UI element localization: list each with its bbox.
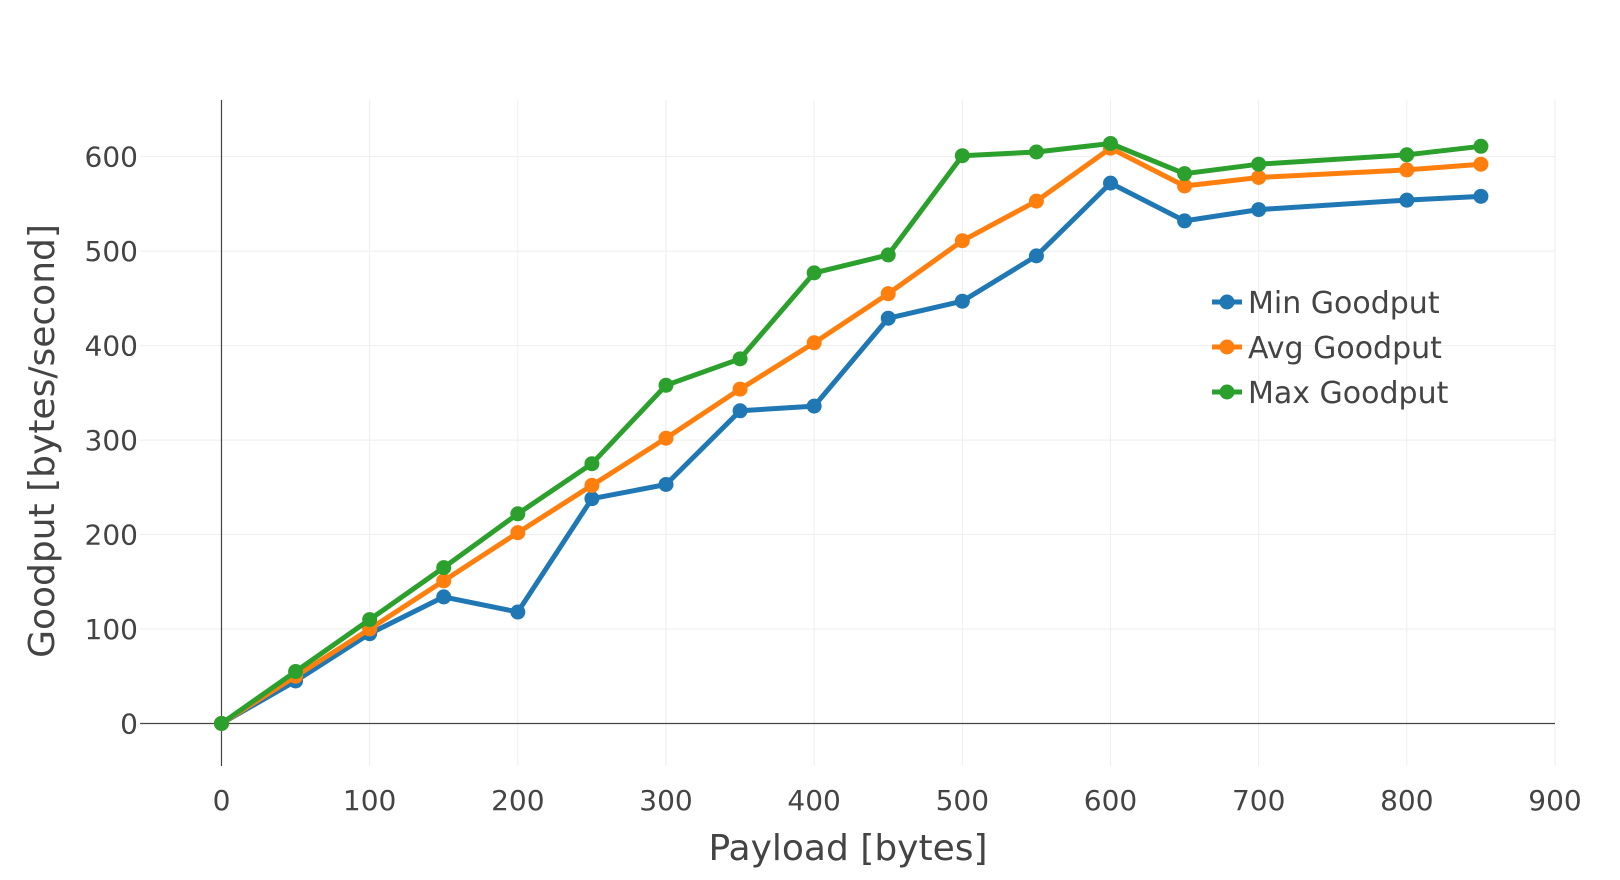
data-point-max-goodput[interactable] — [1102, 135, 1118, 151]
y-tick-label: 200 — [85, 519, 138, 552]
data-point-min-goodput[interactable] — [732, 403, 748, 419]
data-point-min-goodput[interactable] — [1251, 202, 1267, 218]
legend-item-max-goodput[interactable]: Max Goodput — [1212, 376, 1449, 411]
data-point-min-goodput[interactable] — [806, 398, 822, 414]
x-tick-label: 300 — [639, 784, 692, 817]
data-point-max-goodput[interactable] — [362, 612, 378, 628]
legend-swatch-marker — [1219, 339, 1235, 355]
data-point-avg-goodput[interactable] — [1028, 193, 1044, 209]
data-point-avg-goodput[interactable] — [584, 477, 600, 493]
y-tick-label: 400 — [85, 330, 138, 363]
legend-label: Max Goodput — [1248, 376, 1449, 411]
data-point-avg-goodput[interactable] — [1251, 169, 1267, 185]
data-point-max-goodput[interactable] — [1177, 166, 1193, 182]
data-point-avg-goodput[interactable] — [732, 381, 748, 397]
data-point-avg-goodput[interactable] — [954, 233, 970, 249]
data-point-max-goodput[interactable] — [436, 560, 452, 576]
legend-label: Avg Goodput — [1248, 331, 1442, 366]
series-line-avg-goodput — [219, 145, 1484, 726]
tick-labels: 0 100 200 300 400 500 600 700 800 900 0 100 200 300 40… — [85, 141, 1582, 817]
data-point-max-goodput[interactable] — [1251, 156, 1267, 172]
x-tick-label: 800 — [1380, 784, 1433, 817]
data-point-min-goodput[interactable] — [1102, 175, 1118, 191]
y-tick-label: 0 — [120, 707, 138, 740]
legend[interactable]: Min Goodput Avg Goodput Max Goodput — [1212, 286, 1449, 411]
series-max-goodput — [213, 135, 1489, 731]
y-tick-label: 100 — [85, 613, 138, 646]
y-tick-label: 600 — [85, 141, 138, 174]
data-point-max-goodput[interactable] — [584, 456, 600, 472]
data-point-max-goodput[interactable] — [732, 351, 748, 367]
grid-layer — [140, 100, 1556, 766]
data-point-max-goodput[interactable] — [1028, 144, 1044, 160]
data-point-min-goodput[interactable] — [1177, 213, 1193, 229]
data-point-min-goodput[interactable] — [510, 604, 526, 620]
data-point-avg-goodput[interactable] — [1177, 178, 1193, 194]
data-point-avg-goodput[interactable] — [658, 430, 674, 446]
series-avg-goodput — [213, 140, 1489, 731]
data-point-max-goodput[interactable] — [510, 506, 526, 522]
data-point-avg-goodput[interactable] — [880, 286, 896, 302]
data-point-min-goodput[interactable] — [880, 310, 896, 326]
x-tick-label: 0 — [213, 784, 231, 817]
x-tick-label: 500 — [936, 784, 989, 817]
data-point-avg-goodput[interactable] — [806, 335, 822, 351]
legend-swatch-marker — [1219, 384, 1235, 400]
data-point-max-goodput[interactable] — [288, 664, 304, 680]
data-point-max-goodput[interactable] — [213, 715, 229, 731]
x-tick-label: 600 — [1084, 784, 1137, 817]
series-min-goodput — [213, 175, 1489, 731]
data-point-min-goodput[interactable] — [584, 491, 600, 507]
legend-label: Min Goodput — [1248, 286, 1440, 321]
data-point-min-goodput[interactable] — [1028, 248, 1044, 264]
y-tick-label: 500 — [85, 235, 138, 268]
data-point-max-goodput[interactable] — [954, 148, 970, 164]
x-tick-label: 100 — [343, 784, 396, 817]
data-point-min-goodput[interactable] — [954, 293, 970, 309]
legend-item-min-goodput[interactable]: Min Goodput — [1212, 286, 1440, 321]
data-point-max-goodput[interactable] — [806, 265, 822, 281]
data-point-avg-goodput[interactable] — [510, 525, 526, 541]
legend-item-avg-goodput[interactable]: Avg Goodput — [1212, 331, 1442, 366]
legend-swatch-marker — [1219, 294, 1235, 310]
axes-layer — [140, 100, 1555, 766]
x-tick-label: 700 — [1232, 784, 1285, 817]
data-point-max-goodput[interactable] — [880, 247, 896, 263]
x-axis-title: Payload [bytes] — [708, 828, 987, 869]
y-axis-title: Goodput [bytes/second] — [22, 224, 63, 658]
x-tick-label: 900 — [1528, 784, 1581, 817]
data-point-avg-goodput[interactable] — [1473, 156, 1489, 172]
data-point-min-goodput[interactable] — [436, 589, 452, 605]
data-point-min-goodput[interactable] — [1399, 192, 1415, 208]
x-tick-label: 400 — [787, 784, 840, 817]
data-point-avg-goodput[interactable] — [1399, 162, 1415, 178]
y-tick-label: 300 — [85, 424, 138, 457]
data-point-min-goodput[interactable] — [1473, 188, 1489, 204]
data-point-max-goodput[interactable] — [658, 377, 674, 393]
x-tick-label: 200 — [491, 784, 544, 817]
data-point-max-goodput[interactable] — [1399, 147, 1415, 163]
series-line-max-goodput — [219, 141, 1484, 726]
data-point-avg-goodput[interactable] — [436, 573, 452, 589]
data-point-max-goodput[interactable] — [1473, 138, 1489, 154]
series-layer — [213, 135, 1489, 731]
data-point-min-goodput[interactable] — [658, 476, 674, 492]
